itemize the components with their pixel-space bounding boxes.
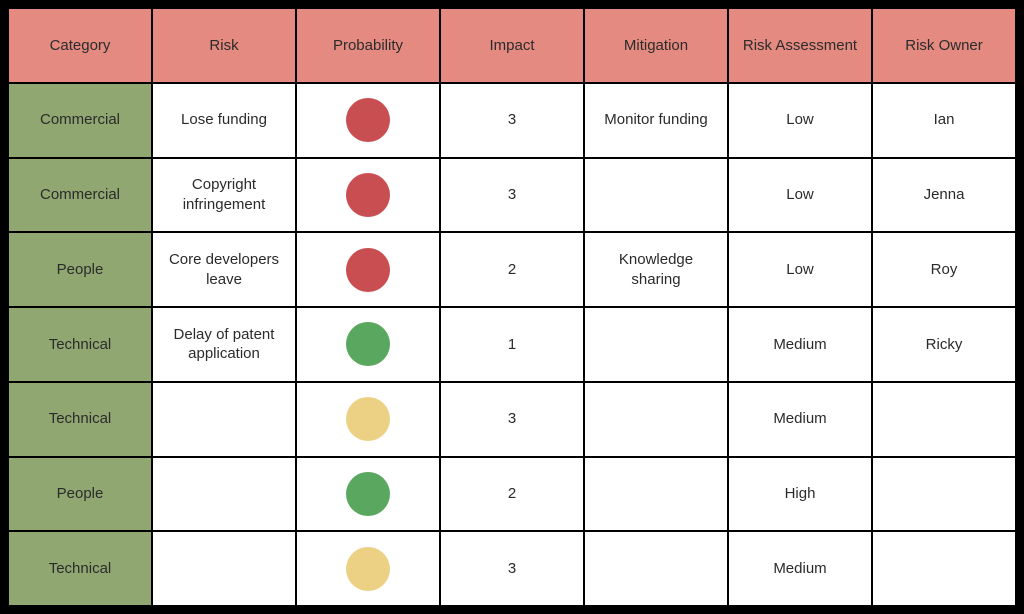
probability-cell bbox=[296, 457, 440, 532]
mitigation-cell bbox=[584, 382, 728, 457]
probability-cell bbox=[296, 158, 440, 233]
mitigation-cell: Knowledge sharing bbox=[584, 232, 728, 307]
category-cell: Technical bbox=[8, 531, 152, 606]
assessment-cell: Low bbox=[728, 83, 872, 158]
probability-indicator-icon bbox=[346, 397, 390, 441]
mitigation-cell bbox=[584, 531, 728, 606]
risk-cell: Core developers leave bbox=[152, 232, 296, 307]
table-row: Technical 3 Medium bbox=[8, 531, 1016, 606]
probability-cell bbox=[296, 382, 440, 457]
table-row: TechnicalDelay of patent application 1 Med… bbox=[8, 307, 1016, 382]
impact-cell: 1 bbox=[440, 307, 584, 382]
impact-cell: 3 bbox=[440, 531, 584, 606]
table-header-cell: Risk bbox=[152, 8, 296, 83]
assessment-cell: Medium bbox=[728, 382, 872, 457]
table-row: PeopleCore developers leave 2Knowledge sh… bbox=[8, 232, 1016, 307]
assessment-cell: Medium bbox=[728, 531, 872, 606]
probability-indicator-icon bbox=[346, 472, 390, 516]
category-cell: Technical bbox=[8, 382, 152, 457]
table-header-cell: Risk Owner bbox=[872, 8, 1016, 83]
owner-cell: Ian bbox=[872, 83, 1016, 158]
risk-cell bbox=[152, 382, 296, 457]
risk-table: CategoryRiskProbabilityImpactMitigationR… bbox=[8, 8, 1016, 606]
probability-indicator-icon bbox=[346, 98, 390, 142]
risk-cell: Lose funding bbox=[152, 83, 296, 158]
probability-cell bbox=[296, 83, 440, 158]
probability-indicator-icon bbox=[346, 248, 390, 292]
category-cell: People bbox=[8, 457, 152, 532]
mitigation-cell bbox=[584, 158, 728, 233]
impact-cell: 3 bbox=[440, 382, 584, 457]
mitigation-cell bbox=[584, 457, 728, 532]
risk-cell bbox=[152, 457, 296, 532]
category-cell: Technical bbox=[8, 307, 152, 382]
impact-cell: 2 bbox=[440, 232, 584, 307]
probability-indicator-icon bbox=[346, 173, 390, 217]
owner-cell bbox=[872, 457, 1016, 532]
owner-cell: Ricky bbox=[872, 307, 1016, 382]
table-header-cell: Impact bbox=[440, 8, 584, 83]
probability-cell bbox=[296, 232, 440, 307]
risk-cell: Copyright infringement bbox=[152, 158, 296, 233]
table-header-row: CategoryRiskProbabilityImpactMitigationR… bbox=[8, 8, 1016, 83]
table-header-cell: Probability bbox=[296, 8, 440, 83]
assessment-cell: High bbox=[728, 457, 872, 532]
category-cell: Commercial bbox=[8, 83, 152, 158]
owner-cell bbox=[872, 531, 1016, 606]
table-header-cell: Category bbox=[8, 8, 152, 83]
mitigation-cell: Monitor funding bbox=[584, 83, 728, 158]
risk-cell bbox=[152, 531, 296, 606]
category-cell: Commercial bbox=[8, 158, 152, 233]
impact-cell: 3 bbox=[440, 83, 584, 158]
probability-cell bbox=[296, 531, 440, 606]
table-row: CommercialCopyright infringement 3 LowJenn… bbox=[8, 158, 1016, 233]
probability-indicator-icon bbox=[346, 322, 390, 366]
category-cell: People bbox=[8, 232, 152, 307]
probability-cell bbox=[296, 307, 440, 382]
assessment-cell: Low bbox=[728, 158, 872, 233]
assessment-cell: Medium bbox=[728, 307, 872, 382]
table-row: CommercialLose funding 3Monitor fundingLo… bbox=[8, 83, 1016, 158]
table-row: People 2 High bbox=[8, 457, 1016, 532]
owner-cell: Jenna bbox=[872, 158, 1016, 233]
table-header-cell: Risk Assessment bbox=[728, 8, 872, 83]
assessment-cell: Low bbox=[728, 232, 872, 307]
risk-cell: Delay of patent application bbox=[152, 307, 296, 382]
owner-cell: Roy bbox=[872, 232, 1016, 307]
owner-cell bbox=[872, 382, 1016, 457]
impact-cell: 2 bbox=[440, 457, 584, 532]
impact-cell: 3 bbox=[440, 158, 584, 233]
probability-indicator-icon bbox=[346, 547, 390, 591]
mitigation-cell bbox=[584, 307, 728, 382]
table-header-cell: Mitigation bbox=[584, 8, 728, 83]
table-row: Technical 3 Medium bbox=[8, 382, 1016, 457]
